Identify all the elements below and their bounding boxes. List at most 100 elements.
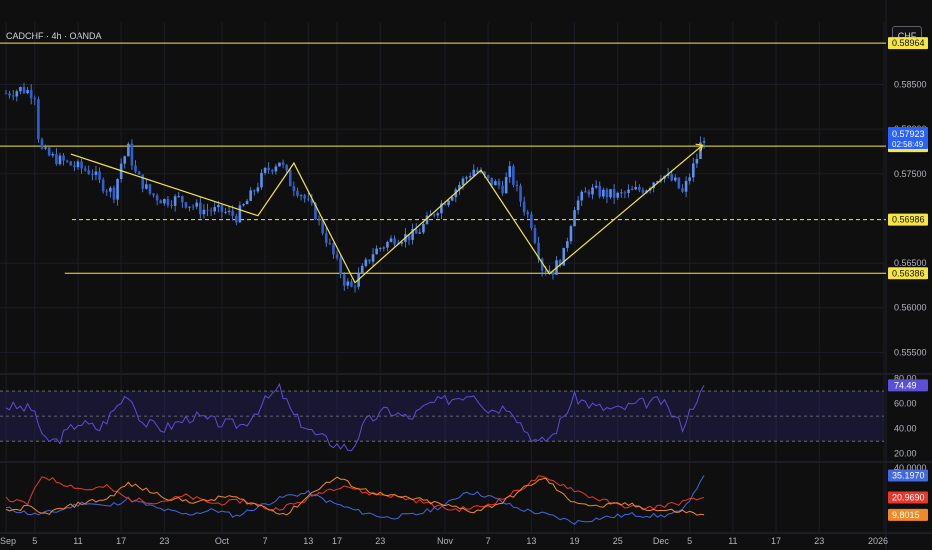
candle-body [371,254,375,262]
rsi-tick-label: 40.00 [894,424,917,434]
x-tick-label: 17 [116,536,126,546]
candle-body [274,166,278,172]
candle-body [458,184,461,190]
candle-body [26,89,29,94]
x-tick-label: Dec [653,536,670,546]
candle-body [681,188,684,192]
candle-body [123,156,127,164]
candle-body [55,154,58,165]
candle-body [33,98,37,100]
candle-body [386,241,389,248]
adx-value-label: 9.8015 [892,510,920,520]
candle-body [101,179,105,192]
candle-body [515,184,519,186]
candle-body [270,170,274,172]
candle-body [65,160,69,162]
candle-body [620,192,623,194]
candle-body [436,213,440,216]
candle-body [173,196,177,206]
x-tick-label: 7 [263,536,268,546]
x-tick-label: 13 [526,536,536,546]
candle-body [461,178,465,185]
candle-body [11,95,15,97]
adx-series-line [5,475,705,513]
candle-body [425,215,429,224]
rsi-pane [0,382,884,452]
rsi-tick-label: 80.00 [894,374,917,384]
candle-body [688,177,691,181]
axes: Sep 5 11 17 23 Oct 7 13 17 23 Nov 7 13 19 25 Dec 5 11 17 23… [0,80,927,547]
candle-body [238,205,242,223]
candle-body [166,199,170,206]
candle-body [206,209,209,211]
rsi-tick-label: 20.00 [894,449,917,459]
x-tick-label: 19 [570,536,580,546]
adx-series-line [5,475,705,525]
candle-body [411,228,414,240]
candle-body [335,254,339,259]
y-tick-label: 0.56000 [894,303,927,313]
candle-body [328,242,332,244]
candle-body [73,165,76,168]
x-tick-label: 5 [687,536,692,546]
candle-body [605,189,609,198]
candle-body [422,223,425,233]
level-label-bg [888,267,928,280]
candle-body [202,209,206,215]
candle-body [504,177,508,194]
candle-body [116,178,119,200]
candle-body [368,259,371,262]
candle-body [181,196,184,203]
candle-body [19,86,22,92]
candle-body [360,265,364,274]
rsi-line [5,382,705,452]
candle-body [278,162,281,167]
candle-body [141,174,145,189]
candle-body [483,171,486,176]
candle-body [170,205,173,206]
x-tick-label: 13 [303,536,313,546]
candle-body [540,258,544,271]
candle-body [566,241,569,248]
candle-body [285,164,288,171]
candle-body [450,197,454,201]
candle-body [217,204,220,208]
candle-body [497,181,501,186]
candle-body [148,184,152,194]
candle-body [378,248,382,249]
candle-body [40,139,44,149]
candle-body [69,161,73,166]
candle-body [393,238,396,245]
adx-series-line [5,476,705,516]
candle-body [127,143,130,157]
candle-body [544,270,548,272]
candle-body [364,259,368,266]
candles [4,82,706,293]
candle-body [324,233,328,243]
candle-body [227,210,231,212]
candle-body [299,195,303,197]
candle-body [519,185,522,202]
candle-body [526,212,530,215]
candle-body [548,270,551,272]
symbol-title: CADCHF · 4h · OANDA [6,31,102,41]
candle-body [87,170,91,175]
arrow-head [695,143,704,152]
candle-body [37,99,40,140]
candle-body [573,210,576,227]
x-tick-label: 5 [32,536,37,546]
candle-body [440,203,443,214]
candle-body [522,201,526,213]
horizontal-levels [0,42,886,274]
adx-value-bg [888,491,928,504]
adx-tick-label: 40.0000 [894,463,927,473]
candle-body [512,166,515,185]
x-tick-label: 7 [486,536,491,546]
candle-body [587,191,591,195]
level-label: 0.58964 [892,38,925,48]
candle-body [339,258,342,275]
candle-body [656,181,659,183]
candle-body [15,91,19,97]
x-tick-label: 23 [159,536,169,546]
